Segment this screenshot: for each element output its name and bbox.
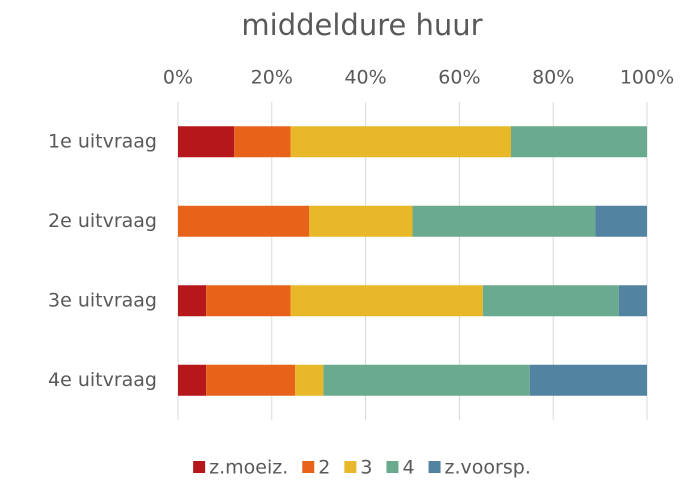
- y-tick-label: 4e uitvraag: [48, 369, 157, 391]
- bar-segment: [295, 364, 324, 396]
- bar-segment: [482, 285, 619, 317]
- legend-swatch: [302, 461, 315, 473]
- bar-segment: [309, 205, 413, 237]
- x-tick-label: 0%: [163, 67, 193, 89]
- x-tick-label: 40%: [344, 67, 386, 89]
- legend-label: 4: [402, 457, 414, 479]
- bar-segment: [206, 285, 291, 317]
- bar-segment: [178, 364, 207, 396]
- x-tick-label: 20%: [251, 67, 293, 89]
- chart-title: middeldure huur: [241, 8, 482, 42]
- bar-segment: [618, 285, 647, 317]
- bar-segment: [178, 285, 207, 317]
- bar-segment: [323, 364, 530, 396]
- bar-segment: [206, 364, 296, 396]
- legend-label: z.voorsp.: [445, 457, 531, 479]
- bar-segment: [290, 285, 483, 317]
- bar-segment: [412, 205, 596, 237]
- bar-segment: [290, 126, 511, 158]
- legend-swatch: [386, 461, 399, 473]
- x-tick-label: 100%: [620, 67, 674, 89]
- bar-segment: [178, 205, 310, 237]
- legend-label: z.moeiz.: [209, 457, 288, 479]
- bar-segment: [234, 126, 291, 158]
- bar-segment: [510, 126, 647, 158]
- legend-swatch: [428, 461, 441, 473]
- bar-segment: [178, 126, 235, 158]
- legend-swatch: [344, 461, 357, 473]
- y-tick-label: 3e uitvraag: [48, 289, 157, 311]
- legend-swatch: [193, 461, 206, 473]
- y-tick-label: 1e uitvraag: [48, 130, 157, 152]
- bar-segment: [529, 364, 647, 396]
- x-tick-label: 80%: [532, 67, 574, 89]
- x-tick-label: 60%: [438, 67, 480, 89]
- legend-label: 3: [360, 457, 372, 479]
- legend-label: 2: [318, 457, 330, 479]
- bar-segment: [595, 205, 647, 237]
- y-tick-label: 2e uitvraag: [48, 210, 157, 232]
